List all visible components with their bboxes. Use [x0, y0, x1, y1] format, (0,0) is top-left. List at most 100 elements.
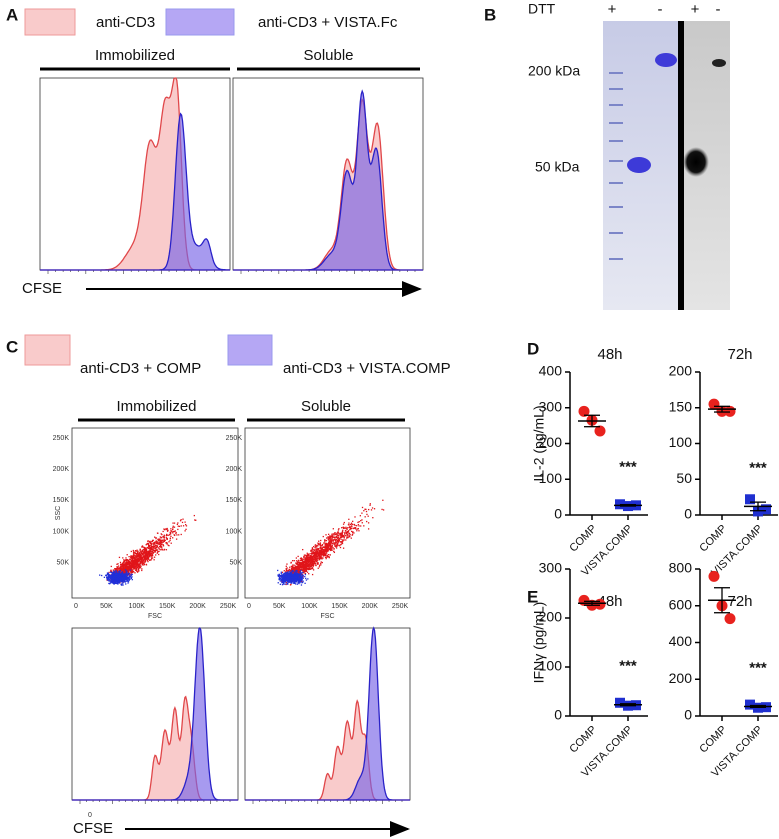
- flow-dot: [312, 560, 314, 563]
- flow-dot: [326, 556, 328, 558]
- flow-dot: [117, 572, 119, 574]
- flow-dot: [300, 574, 302, 576]
- flow-dot: [133, 567, 135, 569]
- axis-origin-label: 0: [88, 812, 92, 819]
- flow-dot: [298, 577, 300, 580]
- flow-dot: [311, 567, 314, 569]
- flow-dot: [302, 581, 304, 583]
- error-bar: [714, 587, 730, 614]
- flow-dot: [119, 575, 121, 578]
- flow-dot: [114, 582, 116, 584]
- flow-dot: [123, 564, 125, 566]
- flow-dot: [131, 570, 134, 572]
- flow-dot: [108, 580, 110, 582]
- flow-dot: [361, 512, 363, 514]
- flow-dot: [297, 569, 299, 571]
- flow-dot: [281, 571, 284, 573]
- flow-dot: [313, 559, 316, 561]
- flow-dot: [156, 546, 158, 549]
- flow-dot: [319, 557, 321, 560]
- flow-dot: [297, 562, 299, 564]
- flow-dot: [308, 556, 310, 558]
- flow-dot: [147, 560, 149, 563]
- flow-dot: [304, 557, 306, 559]
- flow-dot: [314, 557, 316, 560]
- flow-dot: [342, 526, 344, 529]
- y-tick-label: 0: [554, 707, 562, 723]
- histogram: [233, 98, 423, 271]
- flow-dot: [307, 578, 309, 580]
- flow-dot: [158, 542, 160, 544]
- flow-dot: [299, 568, 301, 570]
- flow-dot: [342, 536, 345, 538]
- ladder-band: [609, 122, 623, 124]
- flow-dot: [126, 566, 128, 568]
- flow-dot: [169, 539, 171, 542]
- flow-dot: [290, 561, 292, 564]
- flow-dot: [150, 559, 152, 561]
- flow-dot: [329, 535, 332, 537]
- flow-dot: [317, 544, 319, 546]
- legend-label: anti-CD3 + VISTA.COMP: [283, 360, 451, 377]
- flow-dot: [296, 583, 298, 585]
- flow-dot: [123, 579, 125, 581]
- flow-dot: [131, 572, 133, 574]
- flow-dot: [311, 550, 313, 552]
- flow-dot: [108, 577, 110, 580]
- flow-dot: [306, 564, 308, 567]
- flow-dot: [153, 544, 155, 546]
- x-tick-label: 50K: [100, 603, 113, 610]
- flow-dot: [307, 563, 310, 565]
- flow-dot: [322, 554, 324, 556]
- flow-dot: [128, 578, 131, 581]
- flow-dot: [177, 528, 179, 531]
- flow-dot: [159, 536, 161, 538]
- y-tick-label: 250K: [53, 435, 70, 442]
- flow-dot: [294, 577, 296, 579]
- flow-dot: [106, 576, 108, 579]
- flow-dot: [321, 551, 324, 553]
- flow-dot: [289, 572, 291, 574]
- flow-dot: [121, 583, 123, 585]
- flow-dot: [317, 556, 319, 558]
- y-axis-label: IFNγ (pg/mL): [531, 602, 547, 684]
- flow-dot: [283, 579, 286, 581]
- flow-dot: [333, 534, 335, 536]
- flow-dot: [318, 555, 321, 558]
- flow-dot: [300, 566, 303, 568]
- flow-dot: [332, 539, 334, 541]
- flow-dot: [277, 582, 279, 584]
- flow-dot: [151, 539, 154, 542]
- flow-dot: [328, 539, 330, 541]
- y-tick-label: 200K: [226, 466, 243, 473]
- flow-dot: [147, 558, 150, 560]
- flow-dot: [117, 581, 120, 583]
- flow-dot: [336, 537, 339, 539]
- flow-dot: [148, 541, 151, 543]
- flow-dot: [307, 563, 309, 565]
- flow-dot: [296, 563, 298, 565]
- flow-dot: [289, 580, 292, 583]
- flow-dot: [143, 564, 146, 566]
- flow-dot: [332, 546, 334, 549]
- flow-dot: [128, 579, 130, 581]
- flow-dot: [354, 524, 356, 527]
- flow-dot: [334, 545, 336, 547]
- flow-dot: [304, 566, 306, 568]
- flow-dot: [304, 563, 306, 566]
- flow-dot: [329, 547, 332, 549]
- plot-frame: [232, 77, 424, 271]
- flow-dot: [312, 548, 314, 551]
- flow-dot: [330, 535, 333, 537]
- flow-dot: [153, 550, 155, 552]
- flow-dot: [349, 523, 352, 526]
- y-tick-label: 200: [539, 609, 563, 625]
- flow-dot: [281, 578, 284, 580]
- flow-dot: [342, 523, 345, 525]
- flow-dot: [135, 554, 138, 556]
- flow-dot: [282, 581, 284, 583]
- flow-dot: [309, 560, 311, 562]
- flow-dot: [160, 540, 162, 543]
- flow-dot: [129, 558, 131, 560]
- flow-dot: [354, 527, 357, 529]
